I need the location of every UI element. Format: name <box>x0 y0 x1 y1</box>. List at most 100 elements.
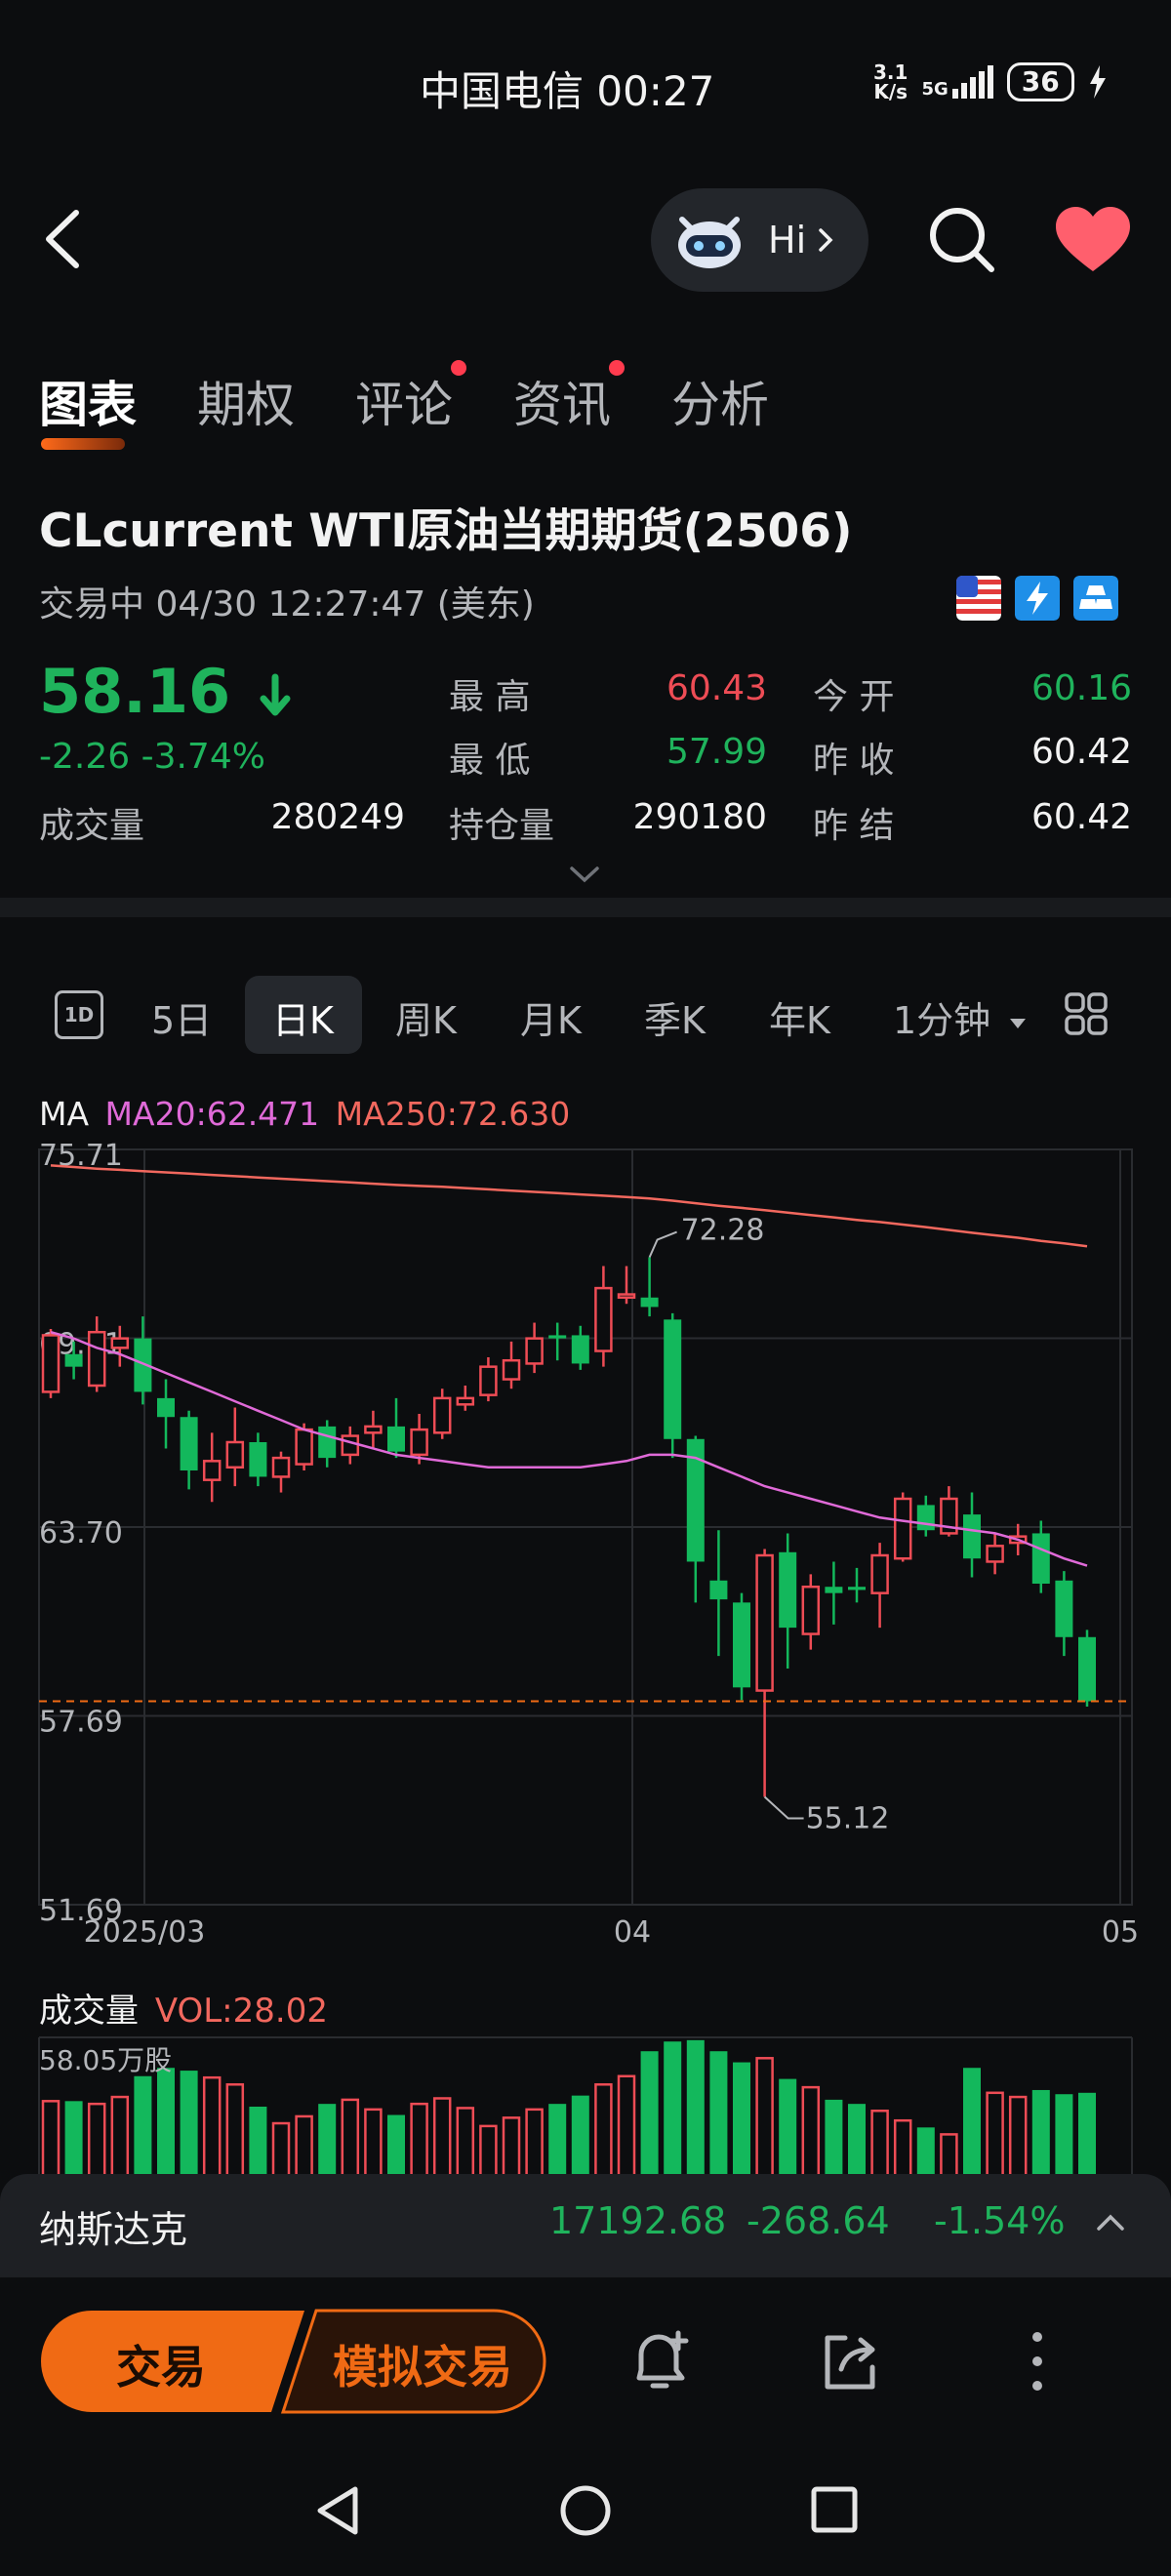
candle <box>479 1356 498 1402</box>
simulated-trade-button[interactable]: 模拟交易 <box>333 2341 512 2394</box>
candle <box>410 1413 428 1465</box>
index-change: -268.64 <box>747 2199 890 2242</box>
nav-back-icon[interactable] <box>312 2483 367 2538</box>
candle <box>986 1533 1004 1575</box>
tab-news[interactable]: 资讯 <box>513 360 625 436</box>
candle <box>870 1543 889 1629</box>
volume-bar <box>1008 2095 1028 2176</box>
candle <box>825 1561 843 1625</box>
candle-body <box>779 1551 797 1629</box>
period-quarter[interactable]: 季K <box>644 999 706 1042</box>
ma-legend: MA MA20:62.471 MA250:72.630 <box>39 1095 570 1133</box>
nav-recents-icon[interactable] <box>810 2485 859 2534</box>
volume-bar <box>318 2104 337 2176</box>
period-month[interactable]: 月K <box>520 999 582 1042</box>
candle <box>1031 1520 1050 1593</box>
caret-down-icon <box>1010 1018 1027 1028</box>
volume-bar <box>525 2108 544 2176</box>
candle <box>525 1322 544 1374</box>
grid-layout-icon[interactable] <box>1064 991 1109 1036</box>
volume-scale: 58.05万股 <box>39 2044 173 2076</box>
volume-bar <box>664 2041 682 2176</box>
candle-body <box>157 1397 175 1418</box>
volume-bar <box>41 2100 61 2176</box>
candle <box>225 1407 245 1487</box>
back-icon[interactable] <box>39 205 98 273</box>
period-day[interactable]: 日K <box>272 999 334 1042</box>
candle-body <box>986 1545 1004 1563</box>
candle <box>364 1410 383 1449</box>
price-change: -2.26 -3.74% <box>39 737 265 777</box>
tab-comments[interactable]: 评论 <box>355 360 466 436</box>
period-year[interactable]: 年K <box>769 999 830 1042</box>
period-5d[interactable]: 5日 <box>151 999 213 1042</box>
trade-button[interactable]: 交易 <box>116 2341 206 2394</box>
candle <box>502 1341 521 1389</box>
candle <box>709 1530 728 1657</box>
volume-bar <box>1031 2089 1050 2176</box>
candle <box>617 1266 636 1305</box>
open-interest-label: 持仓量 <box>449 806 555 846</box>
candle-body <box>733 1602 750 1688</box>
candle <box>686 1435 705 1603</box>
expand-chevron-icon[interactable] <box>568 864 601 885</box>
volume-bar <box>180 2071 198 2176</box>
volume-section-label: 成交量 <box>39 1992 139 2031</box>
notification-dot <box>451 360 466 376</box>
favorite-heart-icon[interactable] <box>1054 207 1132 275</box>
period-1min-dropdown[interactable]: 1分钟 <box>893 990 1028 1044</box>
trade-buttons-shape <box>41 2309 546 2414</box>
volume-bar <box>755 2057 774 2176</box>
tab-analysis[interactable]: 分析 <box>671 377 769 433</box>
tab-options[interactable]: 期权 <box>197 377 295 433</box>
candle <box>249 1432 267 1487</box>
volume-bar <box>571 2095 589 2176</box>
volume-bar <box>963 2068 981 2176</box>
volume-bar <box>1078 2092 1096 2176</box>
more-vertical-icon[interactable] <box>1028 2327 1047 2395</box>
period-week[interactable]: 周K <box>395 999 457 1042</box>
candle-body <box>548 1335 567 1339</box>
candle-body <box>525 1337 544 1365</box>
candle-body <box>940 1497 958 1535</box>
high-value: 60.43 <box>666 668 767 708</box>
low-annotation-label: 55.12 <box>806 1801 890 1835</box>
candle-body <box>594 1286 613 1352</box>
index-ticker-bar[interactable] <box>0 2174 1171 2277</box>
volume-bar <box>686 2039 705 2176</box>
volume-bar <box>640 2051 659 2176</box>
candle-body <box>893 1497 912 1560</box>
candle-body <box>249 1441 267 1477</box>
candle-body <box>916 1505 935 1531</box>
volume-bar <box>157 2068 175 2176</box>
open-value: 60.16 <box>1030 668 1132 708</box>
tab-chart[interactable]: 图表 <box>39 366 137 450</box>
last-price: 58.16 <box>39 656 293 727</box>
candle <box>157 1379 175 1449</box>
volume-bar <box>364 2108 383 2176</box>
volume-bar <box>271 2121 291 2176</box>
assistant-button[interactable]: Hi <box>651 188 868 292</box>
net-speed: 3.1 K/s <box>873 62 908 101</box>
volume-bar <box>825 2099 843 2176</box>
volume-bar <box>848 2104 866 2176</box>
candle-body <box>640 1297 659 1308</box>
search-icon[interactable] <box>927 205 995 275</box>
x-axis-tick-label: 2025/03 <box>84 1915 206 1950</box>
candle <box>202 1432 222 1503</box>
chevron-up-icon[interactable] <box>1095 2213 1126 2233</box>
volume-bar <box>870 2110 889 2176</box>
period-1d-icon[interactable]: 1D <box>55 990 103 1039</box>
x-axis-tick-label: 05 <box>1102 1915 1139 1950</box>
volume-bar <box>432 2097 452 2176</box>
share-icon[interactable] <box>818 2330 882 2395</box>
candle-body <box>825 1587 843 1593</box>
candle-body <box>387 1426 405 1452</box>
alert-bell-icon[interactable] <box>629 2327 694 2395</box>
assistant-label: Hi <box>768 219 807 262</box>
nav-home-icon[interactable] <box>558 2483 613 2538</box>
gold-bars-icon <box>1073 576 1118 621</box>
y-axis-tick-label: 63.70 <box>39 1516 123 1550</box>
arrow-down-icon <box>260 673 291 716</box>
